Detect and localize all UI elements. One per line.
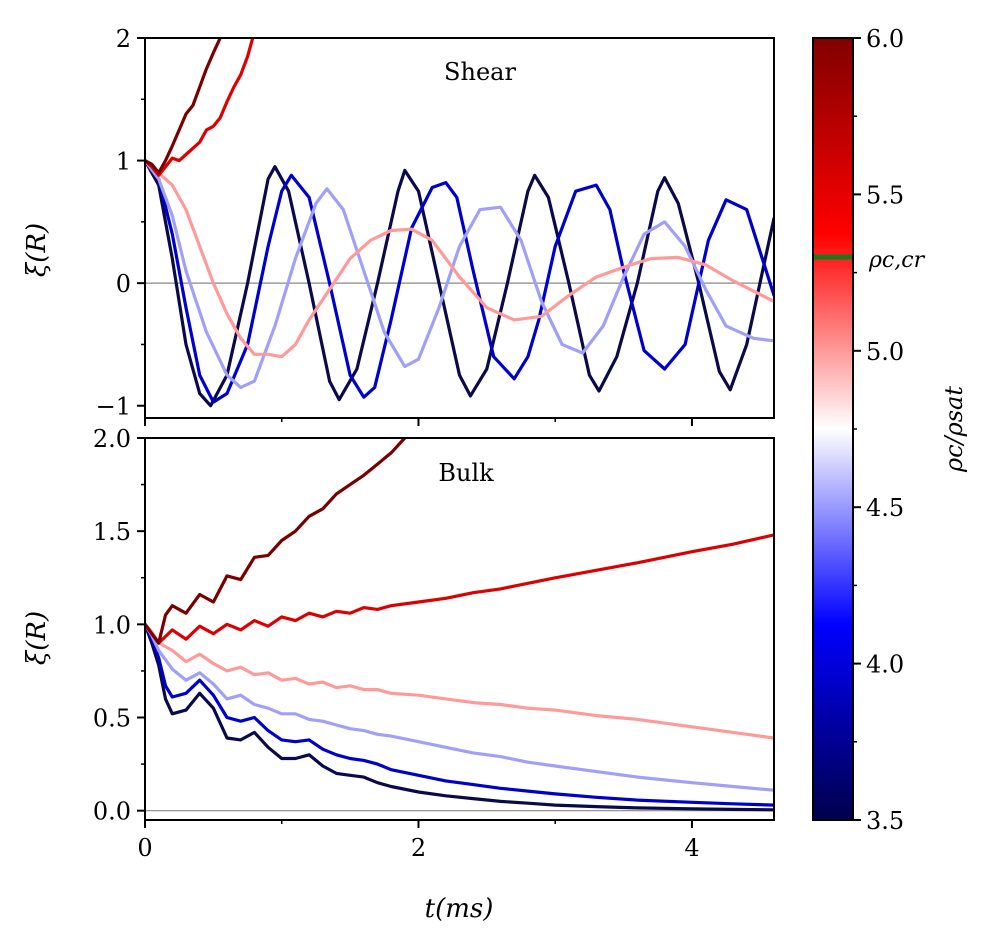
shear-series-line [145, 38, 223, 175]
shear-ticks: −1 0 1 2 [96, 25, 693, 426]
bulk-panel: 0.0 0.5 1.0 1.5 2.0 0 2 4 Bulk ξ(R) t(ms) [22, 425, 775, 924]
colorbar-tick-label: 4.0 [866, 651, 904, 679]
bulk-axes-frame [144, 437, 775, 821]
colorbar-tick-label: 5.5 [866, 181, 904, 209]
shear-y-tick-label: 1 [116, 148, 131, 176]
x-axis-label: t(ms) [425, 894, 494, 924]
bulk-series-line [145, 622, 774, 740]
bulk-y-tick-label: 0.5 [93, 705, 131, 733]
bulk-y-tick-label: 0.0 [93, 798, 131, 826]
bulk-series-line [145, 622, 774, 807]
shear-series-line [145, 159, 774, 404]
bulk-y-tick-label: 1.0 [93, 611, 131, 639]
colorbar-tick-label: 4.5 [866, 494, 904, 522]
bulk-series-line [145, 622, 774, 812]
bulk-series-line [145, 622, 774, 792]
x-tick-label: 0 [137, 834, 152, 862]
colorbar-gradient [813, 38, 853, 820]
shear-y-tick-label: −1 [96, 393, 131, 421]
shear-y-tick-label: 0 [116, 270, 131, 298]
shear-axes-frame [144, 37, 775, 419]
colorbar-tick-label: 3.5 [866, 807, 904, 835]
shear-panel: −1 0 1 2 Shear ξ(R) [22, 25, 775, 426]
shear-y-axis-label: ξ(R) [22, 223, 52, 277]
bulk-panel-label: Bulk [438, 459, 494, 487]
colorbar-ticks: 3.5 4.0 4.5 5.0 5.5 6.0 [853, 25, 904, 835]
shear-series-line [145, 159, 774, 389]
shear-series [145, 38, 774, 408]
bulk-y-tick-label: 2.0 [93, 425, 131, 453]
x-tick-label: 4 [684, 834, 699, 862]
bulk-series [145, 438, 774, 812]
colorbar-tick-label: 5.0 [866, 338, 904, 366]
x-tick-label: 2 [411, 834, 426, 862]
colorbar-label: ρc/ρsat [940, 386, 968, 473]
bulk-y-tick-label: 1.5 [93, 518, 131, 546]
colorbar-tick-label: 6.0 [866, 25, 904, 53]
bulk-y-axis-label: ξ(R) [22, 611, 52, 665]
bulk-ticks: 0.0 0.5 1.0 1.5 2.0 0 2 4 [93, 425, 700, 862]
shear-y-tick-label: 2 [116, 25, 131, 53]
shear-series-line [145, 38, 255, 177]
bulk-series-line [145, 438, 407, 645]
bulk-series-line [145, 533, 774, 645]
shear-panel-label: Shear [444, 58, 516, 86]
shear-series-line [145, 159, 774, 359]
critical-density-label: ρc,cr [868, 248, 926, 273]
colorbar: 3.5 4.0 4.5 5.0 5.5 6.0 ρc,cr ρc/ρsat [812, 25, 968, 835]
